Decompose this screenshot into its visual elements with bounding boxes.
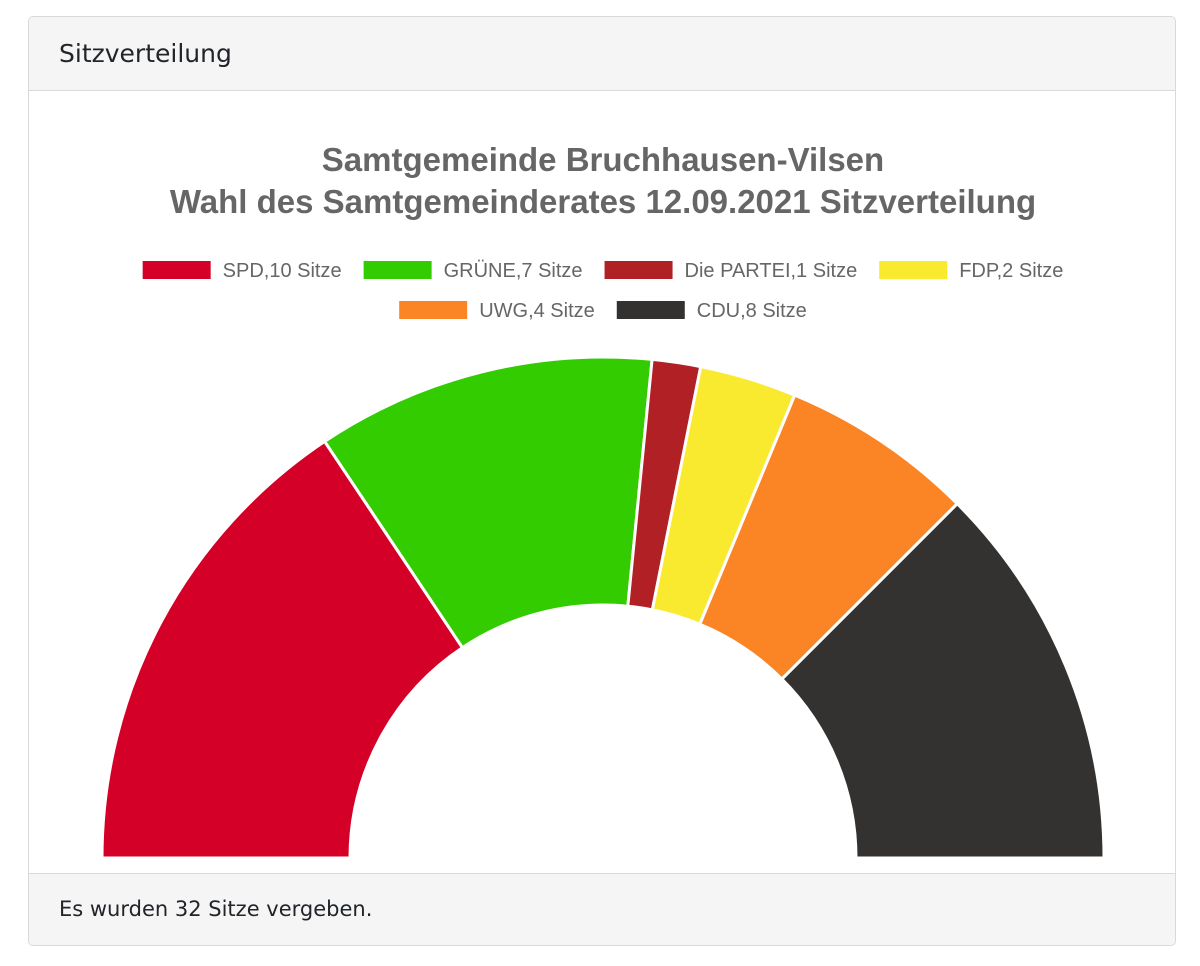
chart-title-group: Samtgemeinde Bruchhausen-Vilsen Wahl des… [170,141,1036,220]
legend-label-die-partei: Die PARTEI,1 Sitze [685,260,858,282]
legend-item-gr-ne[interactable]: GRÜNE,7 Sitze [363,260,583,282]
legend-label-gr-ne: GRÜNE,7 Sitze [444,260,583,282]
chart-arcs [100,355,1106,860]
legend-swatch-gr-ne [363,261,432,279]
legend-item-spd[interactable]: SPD,10 Sitze [142,260,342,282]
panel-title: Sitzverteilung [59,39,232,68]
panel-footer: Es wurden 32 Sitze vergeben. [29,873,1175,945]
chart-title-line-1: Samtgemeinde Bruchhausen-Vilsen [322,141,884,178]
chart-legend: SPD,10 Sitze GRÜNE,7 Sitze Die PARTEI,1 Si… [142,260,1063,322]
legend-swatch-fdp [879,261,948,279]
legend-label-uwg: UWG,4 Sitze [479,300,595,322]
legend-label-fdp: FDP,2 Sitze [959,260,1063,282]
legend-swatch-cdu [616,301,685,319]
legend-label-cdu: CDU,8 Sitze [697,300,807,322]
seat-distribution-panel: Sitzverteilung Samtgemeinde Bruchhausen-… [28,16,1176,946]
legend-item-cdu[interactable]: CDU,8 Sitze [616,300,807,322]
arc-segment-gr-ne[interactable] [323,355,654,650]
legend-swatch-uwg [399,301,468,319]
panel-body: Samtgemeinde Bruchhausen-Vilsen Wahl des… [29,91,1175,875]
legend-item-fdp[interactable]: FDP,2 Sitze [879,260,1063,282]
seats-total-text: Es wurden 32 Sitze vergeben. [59,897,373,921]
legend-item-uwg[interactable]: UWG,4 Sitze [399,300,595,322]
legend-label-spd: SPD,10 Sitze [223,260,342,282]
chart-title-line-2: Wahl des Samtgemeinderates 12.09.2021 Si… [170,183,1036,220]
arc-segment-spd[interactable] [100,439,464,860]
legend-swatch-die-partei [604,261,673,279]
seat-distribution-chart: Samtgemeinde Bruchhausen-Vilsen Wahl des… [100,141,1106,860]
panel-header: Sitzverteilung [29,17,1175,91]
arc-segment-cdu[interactable] [780,502,1106,860]
legend-swatch-spd [142,261,211,279]
legend-item-die-partei[interactable]: Die PARTEI,1 Sitze [604,260,858,282]
